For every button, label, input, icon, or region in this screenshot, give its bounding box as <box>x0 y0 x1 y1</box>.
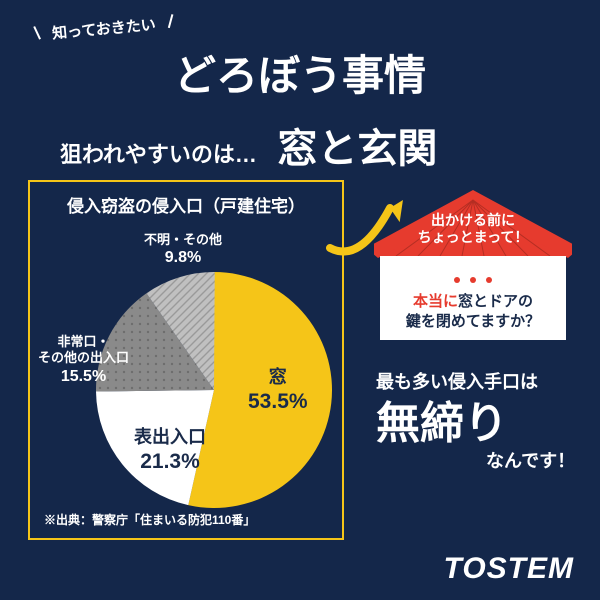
dot-icon <box>470 277 476 283</box>
slice-label: 窓53.5% <box>248 366 308 415</box>
brand-logo: TOSTEM <box>444 552 574 586</box>
chart-source: ※出典：警察庁「住まいる防犯110番」 <box>44 511 255 528</box>
subtitle-lead: 狙われやすいのは… <box>60 142 257 167</box>
chart-title: 侵入窃盗の侵入口（戸建住宅） <box>30 192 342 217</box>
slice-label: 非常口・その他の出入口15.5% <box>38 334 129 387</box>
side-copy: 最も多い侵入手口は 無締り なんです！ <box>376 372 575 472</box>
main-title: どろぼう事情 <box>0 42 600 103</box>
infographic-canvas: 知っておきたい どろぼう事情 狙われやすいのは… 窓と玄関 侵入窃盗の侵入口（戸… <box>0 0 600 600</box>
house-dots <box>380 270 566 288</box>
sidecopy-line1: 最も多い侵入手口は <box>376 372 575 393</box>
callout-house: 出かける前にちょっとまって！ 本当に窓とドアの鍵を閉めてますか？ <box>374 190 572 340</box>
house-msg-pre: 本当に <box>413 293 458 310</box>
house-body: 本当に窓とドアの鍵を閉めてますか？ <box>380 256 566 340</box>
house-message: 本当に窓とドアの鍵を閉めてますか？ <box>380 292 566 333</box>
sidecopy-big: 無締り <box>376 399 575 450</box>
subtitle: 狙われやすいのは… 窓と玄関 <box>60 116 437 174</box>
slice-label: 不明・その他9.8% <box>144 232 222 268</box>
slice-label: 表出入口21.3% <box>134 426 206 475</box>
sidecopy-line3: なんです！ <box>486 451 575 472</box>
chart-box: 侵入窃盗の侵入口（戸建住宅） ※出典：警察庁「住まいる防犯110番」 窓53.5… <box>28 180 344 540</box>
corner-tag-text: 知っておきたい <box>52 17 157 43</box>
subtitle-emph: 窓と玄関 <box>277 127 437 171</box>
corner-tag: 知っておきたい <box>39 12 168 44</box>
dot-icon <box>486 277 492 283</box>
roof-text: 出かける前にちょっとまって！ <box>374 212 572 246</box>
dot-icon <box>454 277 460 283</box>
